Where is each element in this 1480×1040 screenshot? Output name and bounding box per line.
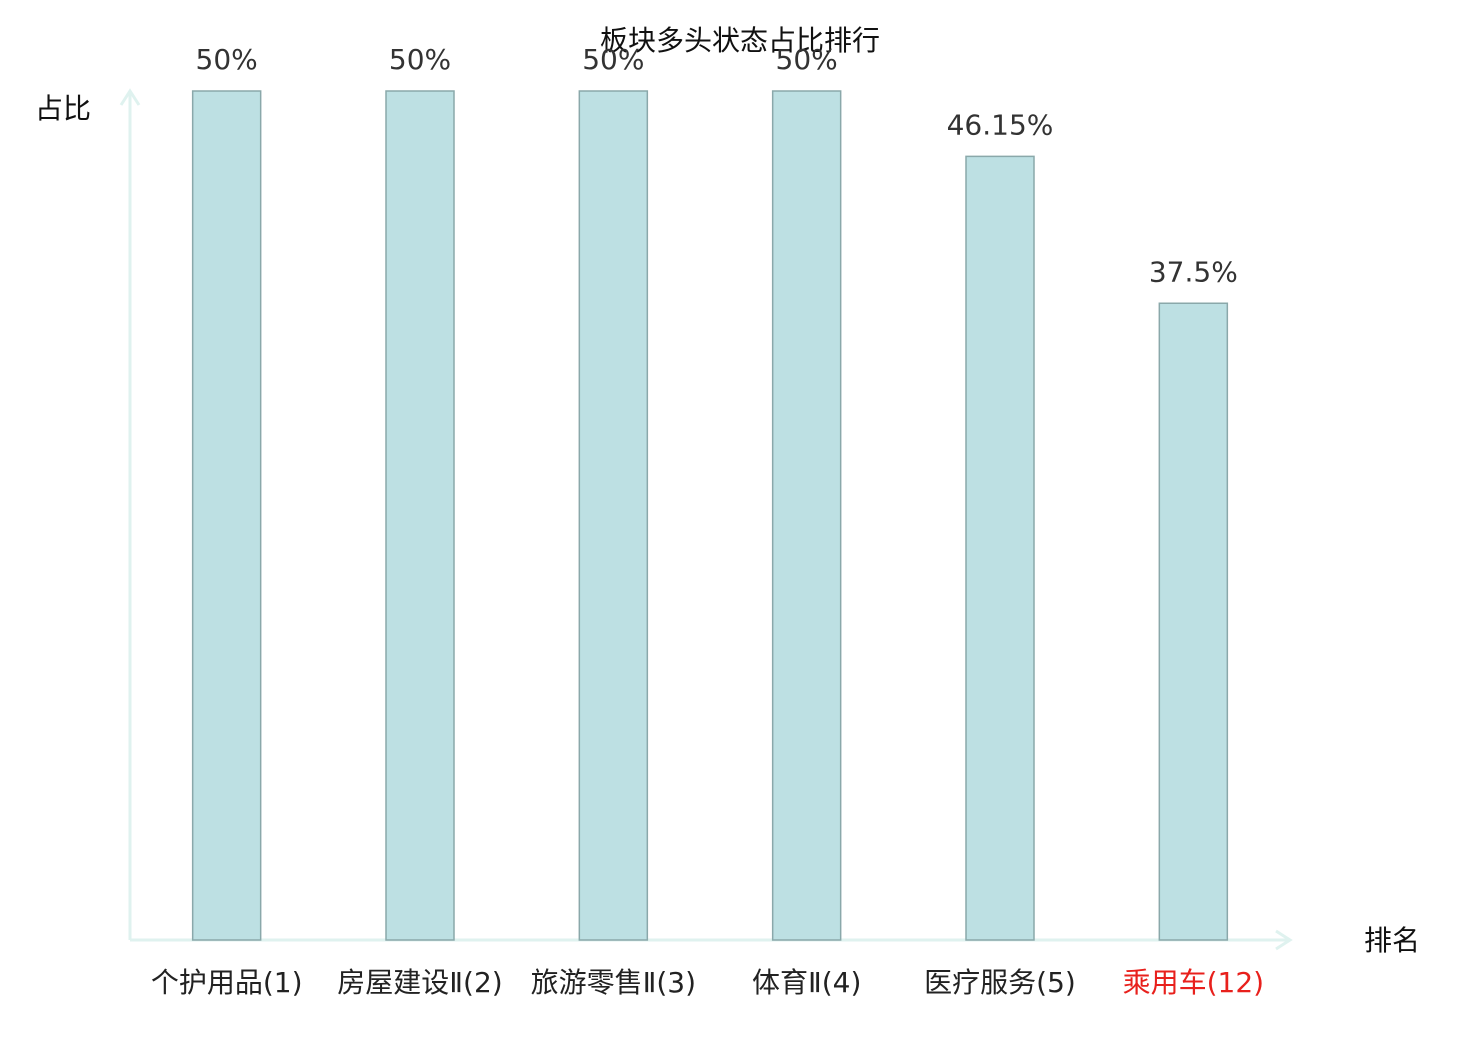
x-tick-label: 医疗服务(5) bbox=[924, 966, 1076, 999]
bar bbox=[771, 90, 842, 941]
value-label: 50% bbox=[582, 43, 644, 76]
x-tick-label: 体育Ⅱ(4) bbox=[752, 966, 861, 999]
chart-title: 板块多头状态占比排行 bbox=[600, 24, 880, 57]
x-axis-label: 排名 bbox=[1364, 924, 1420, 957]
y-axis-arrow bbox=[119, 88, 141, 106]
x-axis-arrow bbox=[1275, 929, 1293, 951]
value-label: 50% bbox=[776, 43, 838, 76]
x-tick-label: 个护用品(1) bbox=[151, 966, 303, 999]
bar bbox=[1158, 302, 1229, 941]
y-axis-label: 占比 bbox=[35, 92, 91, 125]
x-tick-label: 旅游零售Ⅱ(3) bbox=[531, 966, 696, 999]
value-label: 50% bbox=[196, 43, 258, 76]
x-tick-label: 乘用车(12) bbox=[1123, 966, 1264, 999]
bar bbox=[385, 90, 455, 941]
x-tick-label: 房屋建设Ⅱ(2) bbox=[337, 966, 502, 999]
value-label: 37.5% bbox=[1149, 255, 1238, 288]
value-label: 50% bbox=[389, 43, 451, 76]
value-label: 46.15% bbox=[947, 108, 1054, 141]
bar bbox=[191, 90, 262, 941]
bar bbox=[965, 155, 1035, 941]
bar bbox=[578, 90, 649, 941]
